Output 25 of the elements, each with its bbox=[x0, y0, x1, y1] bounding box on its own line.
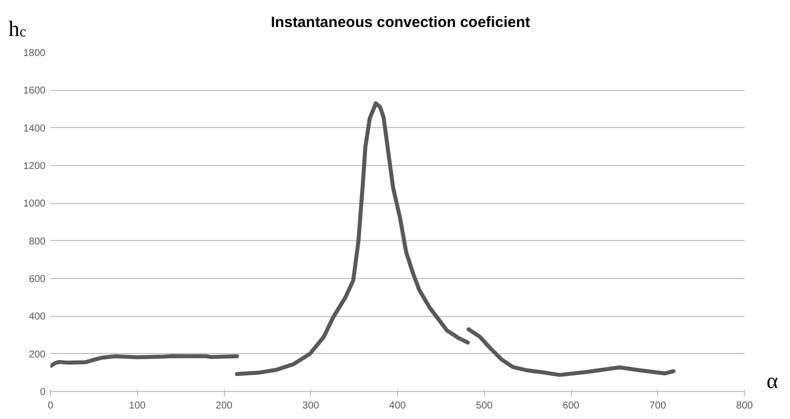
x-tick-label: 200 bbox=[216, 400, 233, 412]
x-tick-label: 400 bbox=[389, 400, 406, 412]
x-tick-label: 500 bbox=[476, 400, 494, 412]
y-tick-label: 800 bbox=[28, 236, 46, 248]
y-tick-label: 0 bbox=[40, 387, 46, 398]
x-axis-title: α bbox=[766, 368, 778, 394]
line-series bbox=[235, 101, 470, 376]
line-series bbox=[50, 354, 240, 368]
x-tick-label: 0 bbox=[48, 400, 54, 412]
y-tick-label: 1400 bbox=[23, 123, 46, 134]
y-axis-title: hc bbox=[8, 16, 26, 41]
line-series bbox=[466, 327, 676, 377]
x-tick-label: 300 bbox=[302, 400, 320, 412]
x-tick-label: 700 bbox=[649, 400, 667, 412]
y-tick-label: 1000 bbox=[23, 198, 46, 210]
y-tick-label: 1800 bbox=[23, 48, 46, 59]
y-tick-label: 200 bbox=[28, 349, 46, 360]
x-tick-label: 600 bbox=[562, 400, 580, 412]
x-tick-label: 100 bbox=[128, 400, 146, 412]
y-tick-label: 1600 bbox=[23, 86, 46, 97]
y-tick-label: 1200 bbox=[23, 161, 46, 172]
y-tick-label: 400 bbox=[28, 312, 46, 323]
chart-title: Instantaneous convection coeficient bbox=[270, 14, 530, 31]
x-tick-label: 800 bbox=[736, 400, 754, 412]
y-tick-label: 600 bbox=[28, 274, 46, 285]
